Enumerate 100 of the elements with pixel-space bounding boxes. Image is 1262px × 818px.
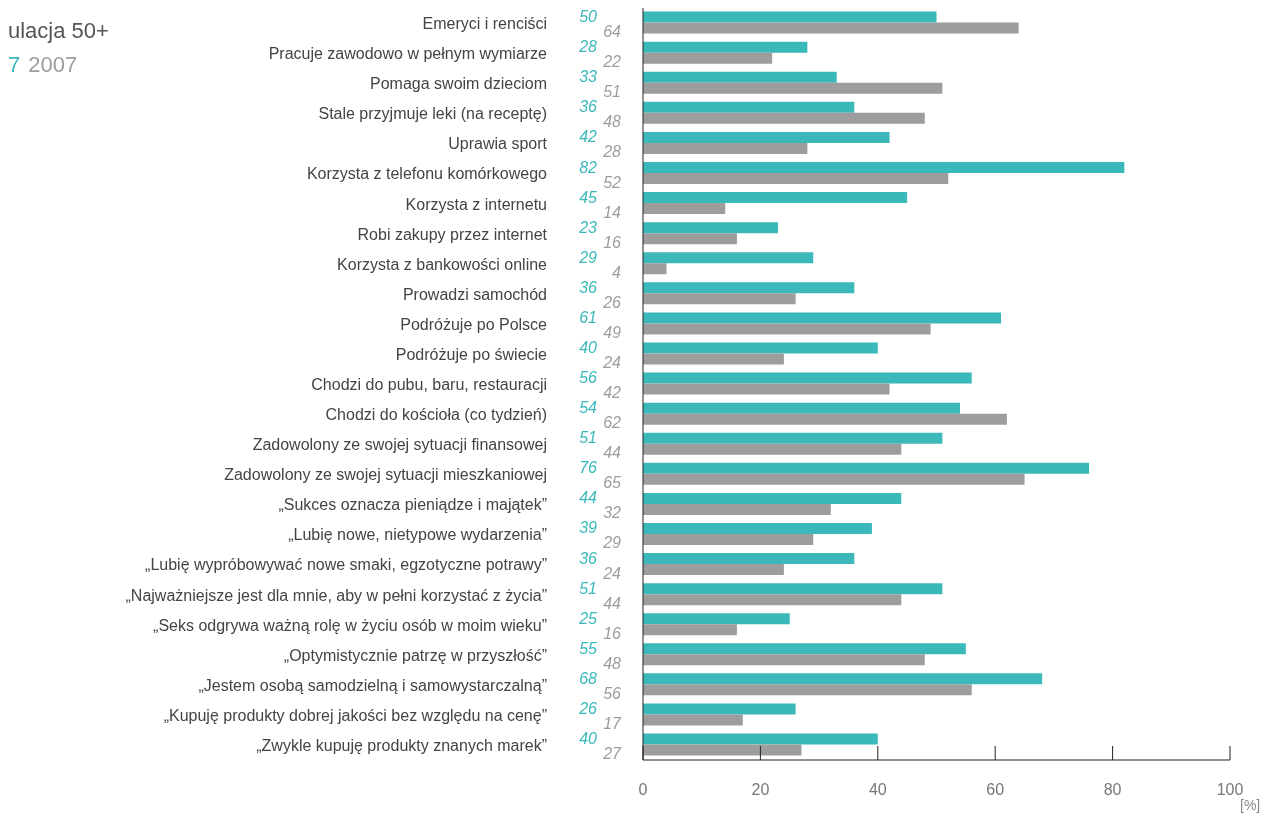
bar [643,703,796,715]
y-tick-label: Zadowolony ze swojej sytuacji mieszkaniowej [224,466,547,484]
data-label: 45 [579,188,598,206]
bar [643,643,966,655]
bar [643,533,814,545]
bar [643,82,943,94]
data-label: 29 [602,534,622,552]
data-label: 24 [602,564,622,582]
y-tick-label: Podróżuje po Polsce [400,315,548,333]
bar [643,744,802,756]
bar [643,383,890,395]
bar [643,312,1002,324]
data-label: 55 [579,639,598,657]
y-tick-label: Emeryci i renciści [422,15,547,33]
bar [643,203,726,215]
data-label: 16 [603,233,622,251]
data-label: 33 [579,68,598,86]
data-label: 82 [579,158,598,176]
y-tick-label: Korzysta z internetu [405,195,547,213]
x-tick-label: 100 [1216,781,1244,799]
bar [643,402,960,414]
x-tick-label: 20 [751,781,770,799]
y-tick-label: „Sukces oznacza pieniądze i majątek” [278,496,547,514]
data-label: 24 [602,353,622,371]
text: ulacja 50+ [8,18,109,44]
bar [643,11,937,23]
bar [643,293,796,305]
x-tick-label: 80 [1103,781,1122,799]
data-label: 36 [579,278,598,296]
bar [643,733,878,745]
bar [643,71,837,83]
y-tick-label: „Seks odgrywa ważną rolę w życiu osób w moim wieku” [153,616,547,634]
bar [643,503,831,515]
y-tick-label: „Jestem osobą samodzielną i samowystarczalną” [198,676,547,694]
data-label: 14 [603,203,622,221]
bar [643,252,814,264]
data-label: 56 [579,369,598,387]
data-label: 36 [579,549,598,567]
bar [643,173,949,185]
y-tick-label: „Lubię wypróbowywać nowe smaki, egzotyczne potrawy” [145,556,547,574]
data-label: 39 [579,519,598,537]
y-tick-label: Podróżuje po świecie [395,345,548,363]
y-tick-label: Prowadzi samochód [402,285,547,303]
bar [643,372,972,384]
data-label: 56 [603,684,622,702]
bar [643,282,855,294]
x-tick-label: 40 [868,781,887,799]
data-label: 50 [579,8,598,26]
data-label: 32 [603,504,622,522]
y-tick-label: Robi zakupy przez internet [357,225,548,243]
bar [643,413,1007,425]
x-axis-title: [%] [1240,797,1261,813]
bar [643,553,855,565]
bar [643,323,931,335]
bar [643,522,872,534]
data-label: 49 [603,323,622,341]
y-tick-label: Korzysta z bankowości online [337,255,548,273]
bar [643,263,667,275]
data-label: 26 [602,293,622,311]
bar [643,342,878,354]
bar [643,101,855,113]
data-label: 40 [579,338,598,356]
bar [643,714,743,726]
data-label: 17 [603,714,623,732]
data-label: 44 [579,489,598,507]
data-label: 28 [578,38,598,56]
bar [643,432,943,444]
bar [643,594,902,606]
bar [643,624,737,636]
data-label: 44 [603,594,622,612]
data-label: 62 [603,414,622,432]
y-tick-label: „Kupuję produkty dobrej jakości bez względu na cenę” [163,706,547,724]
x-tick-label: 0 [638,781,648,799]
data-label: 29 [578,248,598,266]
bar [643,462,1090,474]
bar [643,684,972,696]
text: 2007 [28,52,78,77]
bar [643,583,943,595]
bar [643,52,773,64]
x-tick-label: 60 [986,781,1005,799]
bar [643,142,808,154]
data-label: 68 [579,669,598,687]
y-tick-label: „Optymistycznie patrzę w przyszłość” [283,646,547,664]
bar [643,673,1043,685]
y-tick-label: Chodzi do kościoła (co tydzień) [325,406,547,424]
y-tick-label: Chodzi do pubu, baru, restauracji [311,376,547,393]
data-label: 48 [603,113,622,131]
data-label: 25 [578,609,598,627]
bar [643,131,890,143]
data-label: 42 [603,384,622,402]
bar [643,192,908,204]
data-label: 52 [603,173,622,191]
bar [643,564,784,576]
text: 7 [8,52,21,77]
data-label: 42 [579,128,598,146]
data-label: 51 [579,579,597,597]
bar [643,222,779,234]
data-label: 4 [612,263,622,281]
bar [643,613,790,625]
bar [643,654,925,666]
